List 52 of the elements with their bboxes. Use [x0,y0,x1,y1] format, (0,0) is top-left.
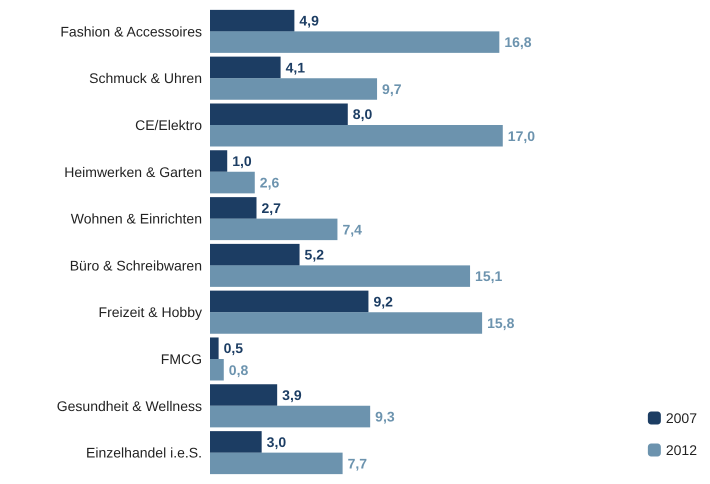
bar [210,265,470,287]
bar [210,384,278,406]
data-label: 4,9 [299,12,320,29]
data-label: 2,7 [262,200,282,216]
data-label: 9,3 [375,408,395,425]
bar [210,359,224,381]
data-label: 5,2 [304,246,324,263]
data-label: 4,1 [286,59,306,76]
data-label: 17,0 [508,128,536,144]
data-label: 15,8 [487,314,515,331]
data-label: 9,7 [382,80,402,97]
bar [210,197,256,219]
y-tick-label: Heimwerken & Garten [64,164,202,180]
data-label: 0,8 [228,362,248,378]
data-label: 7,7 [348,455,368,472]
y-tick-label: CE/Elektro [135,117,202,133]
data-label: 2,6 [260,174,280,191]
data-label: 9,2 [373,293,394,310]
bar [210,290,368,312]
bar [210,218,338,240]
data-label: 15,1 [475,268,503,284]
legend-label: 2012 [666,442,698,458]
data-label: 8,0 [352,106,372,122]
bar [210,244,300,266]
y-tick-label: FMCG [160,351,202,367]
data-label: 7,4 [342,221,362,238]
bar [210,452,343,474]
legend-label: 2007 [666,410,698,426]
data-label: 3,9 [282,387,302,404]
y-tick-label: Büro & Schreibwaren [70,257,202,274]
bar [210,406,370,428]
y-tick-label: Schmuck & Uhren [89,70,202,86]
data-label: 3,0 [266,434,286,450]
bar [210,56,281,78]
bar [210,125,503,147]
bar [210,312,482,334]
bar [210,337,219,359]
y-tick-label: Freizeit & Hobby [98,304,202,320]
data-label: 16,8 [504,34,532,50]
bar [210,10,294,32]
y-tick-label: Fashion & Accessoires [60,23,202,40]
y-tick-label: Einzelhandel i.e.S. [86,444,202,461]
y-tick-label: Wohnen & Einrichten [70,210,202,227]
bar [210,172,255,194]
data-label: 0,5 [224,340,244,356]
data-label: 1,0 [232,153,252,170]
bar [210,431,262,453]
bar [210,78,378,100]
bar [210,103,348,125]
bar [210,31,500,53]
bar [210,150,228,172]
y-tick-label: Gesundheit & Wellness [56,398,202,414]
